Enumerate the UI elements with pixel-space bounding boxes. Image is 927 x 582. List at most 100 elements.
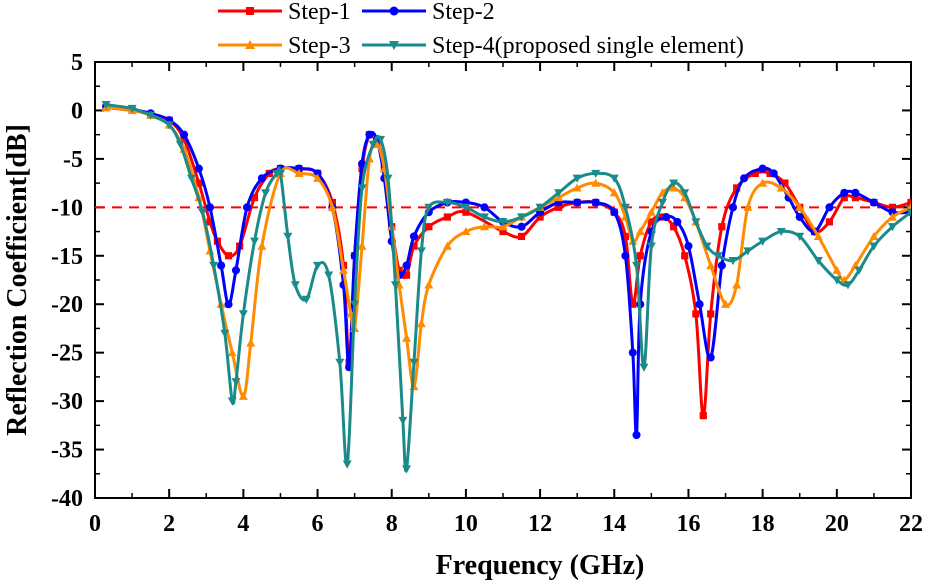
data-point	[699, 412, 707, 420]
data-point	[498, 218, 508, 227]
data-point	[832, 265, 842, 274]
y-tick-label: -30	[51, 389, 83, 415]
data-point	[217, 261, 226, 270]
x-tick-label: 8	[386, 511, 398, 537]
data-point	[887, 223, 897, 232]
x-tick-label: 0	[89, 511, 101, 537]
data-point	[535, 203, 545, 212]
data-point	[573, 198, 582, 207]
data-point	[402, 261, 411, 270]
data-point	[424, 203, 434, 212]
x-tick-label: 22	[899, 511, 923, 537]
data-point	[246, 7, 254, 15]
data-point	[795, 232, 805, 241]
data-point	[479, 222, 489, 231]
y-tick-label: -35	[51, 438, 83, 464]
data-point	[732, 280, 742, 289]
data-point	[629, 300, 637, 308]
data-point	[205, 203, 215, 212]
data-point	[409, 232, 419, 241]
data-point	[869, 242, 879, 251]
data-point	[733, 184, 741, 192]
series-line	[105, 103, 911, 473]
data-point	[907, 198, 911, 207]
data-point	[350, 300, 360, 309]
x-tick-label: 18	[751, 511, 775, 537]
data-point	[718, 223, 726, 231]
data-point	[681, 252, 689, 260]
series-line	[105, 106, 911, 418]
data-point	[231, 266, 240, 275]
data-point	[416, 319, 426, 328]
data-point	[851, 194, 859, 202]
data-point	[692, 310, 700, 318]
data-point	[740, 174, 749, 183]
data-point	[758, 178, 768, 187]
data-point	[639, 363, 649, 372]
data-point	[127, 104, 137, 114]
data-point	[707, 310, 715, 318]
data-point	[620, 203, 630, 212]
data-point	[832, 276, 842, 285]
data-point	[327, 202, 337, 211]
data-point	[179, 130, 189, 139]
data-point	[243, 203, 252, 212]
data-point	[245, 40, 255, 49]
y-tick-label: -5	[63, 147, 83, 173]
data-point	[290, 281, 300, 290]
y-tick-label: -15	[51, 244, 83, 270]
data-point	[554, 189, 564, 198]
data-point	[728, 257, 738, 266]
data-point	[769, 169, 778, 178]
data-point	[717, 261, 726, 270]
legend-label: Step-3	[288, 33, 351, 59]
data-point	[480, 203, 489, 212]
data-point	[224, 252, 233, 260]
data-point	[713, 252, 723, 261]
data-point	[906, 208, 911, 217]
data-point	[461, 227, 471, 236]
data-point	[342, 460, 352, 469]
series-line	[105, 106, 911, 398]
data-point	[462, 208, 470, 216]
data-point	[691, 218, 701, 227]
data-point	[887, 212, 897, 221]
data-point	[728, 203, 738, 212]
data-point	[410, 242, 418, 250]
data-point	[621, 251, 630, 260]
data-point	[795, 212, 804, 222]
y-tick-label: -10	[51, 195, 83, 221]
legend-item-3: Step-3	[218, 33, 351, 59]
data-point	[706, 353, 715, 362]
data-point	[517, 232, 526, 240]
legend-label: Step-2	[432, 0, 495, 25]
legend: Step-1 Step-2 Step-3 Step-4(proposed single…	[218, 0, 744, 59]
x-axis-title: Frequency (GHz)	[436, 550, 645, 581]
axis-ticks: 0 2 4 6 8 10 12 14 16 18 20 22 5 0 -5 -10 -15 -20 -25 -30 -3…	[51, 50, 923, 537]
data-point	[632, 430, 641, 440]
data-point	[206, 218, 214, 226]
data-point	[758, 237, 768, 246]
data-point	[257, 174, 266, 183]
data-point	[294, 168, 304, 178]
data-point	[275, 169, 285, 178]
data-point	[888, 203, 897, 211]
series-1	[102, 103, 911, 420]
data-point	[621, 232, 629, 240]
data-point	[194, 164, 203, 173]
data-point	[220, 329, 230, 338]
legend-label: Step-4(proposed single element)	[432, 33, 744, 59]
data-point	[227, 348, 237, 357]
data-point	[283, 232, 293, 241]
data-point	[186, 174, 196, 183]
data-point	[395, 266, 403, 274]
legend-item-4: Step-4(proposed single element)	[362, 33, 744, 59]
data-point	[164, 121, 174, 130]
legend-item-2: Step-2	[362, 0, 495, 25]
data-point	[657, 198, 667, 207]
data-point	[499, 227, 507, 236]
data-point	[635, 227, 645, 236]
data-point	[389, 6, 399, 16]
data-point	[840, 188, 849, 197]
data-point	[751, 169, 759, 178]
